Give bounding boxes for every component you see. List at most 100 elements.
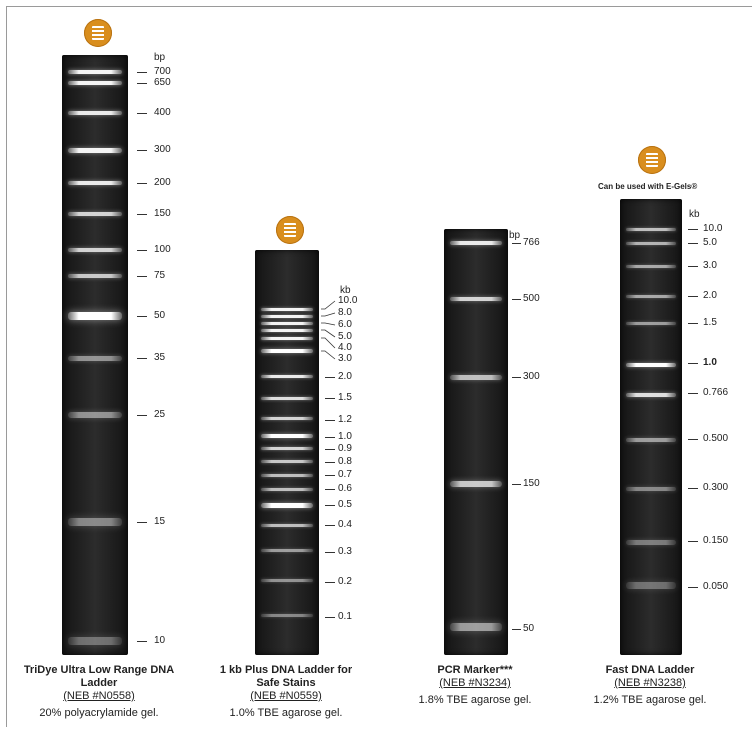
gel-band [68,637,122,645]
gel-lane-pcr [444,229,508,655]
gel-lane-kbplus [255,250,319,655]
gel-band [626,227,676,231]
size-tick [688,587,698,588]
size-tick [137,250,147,251]
size-label: 1.5 [703,317,717,328]
size-label: 0.050 [703,581,729,592]
size-tick [688,323,698,324]
ladder-icon [84,19,112,47]
size-label: 50 [523,623,535,634]
gel-band [626,363,676,367]
gel-band [68,274,122,278]
gel-band [261,321,313,325]
size-label: 1.0 [338,431,352,442]
size-label: 500 [523,293,540,304]
ladder-title: TriDye Ultra Low Range DNA Ladder [23,664,175,689]
gel-band [261,396,313,400]
size-tick [137,150,147,151]
size-tick [325,552,335,553]
size-tick [137,113,147,114]
gel-band [261,349,313,353]
size-label: 0.150 [703,535,729,546]
size-label: 5.0 [703,237,717,248]
size-label: 50 [154,310,166,321]
ladder-title: PCR Marker*** [437,664,513,676]
size-label: 8.0 [338,307,352,318]
size-label: 3.0 [338,353,352,364]
gel-band [261,502,313,508]
gel-band [261,548,313,552]
gel-info: 20% polyacrylamide gel. [39,707,159,719]
size-label: 400 [154,107,171,118]
size-label: 0.4 [338,519,352,530]
gel-band [626,294,676,298]
label-connector [321,322,336,326]
gel-band [261,434,313,438]
size-tick [688,393,698,394]
catalog-number[interactable]: (NEB #N0558) [63,690,135,702]
gel-band [261,374,313,378]
unit-label: kb [689,209,700,220]
unit-label: kb [340,285,351,296]
size-tick [688,296,698,297]
gel-band [68,248,122,252]
gel-band [261,446,313,450]
size-label: 0.9 [338,443,352,454]
size-tick [325,617,335,618]
size-tick [688,363,698,364]
size-tick [137,358,147,359]
size-label: 650 [154,77,171,88]
size-tick [325,582,335,583]
gel-band [261,336,313,340]
gel-band [68,355,122,361]
size-tick [325,377,335,378]
catalog-number[interactable]: (NEB #N0559) [250,690,322,702]
size-label: 0.7 [338,469,352,480]
gel-lane-fast [620,199,682,655]
caption-kbplus: 1 kb Plus DNA Ladder for Safe Stains (NE… [216,664,356,720]
size-label: 300 [523,371,540,382]
size-tick [325,449,335,450]
size-tick [688,266,698,267]
catalog-number[interactable]: (NEB #N3234) [439,677,511,689]
gel-info: 1.2% TBE agarose gel. [593,694,707,706]
gel-info: 1.8% TBE agarose gel. [418,694,532,706]
gel-band [261,473,313,477]
egels-note: Can be used with E-Gels® [598,182,698,191]
gel-band [261,459,313,463]
size-label: 75 [154,270,166,281]
size-tick [137,214,147,215]
size-tick [325,489,335,490]
catalog-number[interactable]: (NEB #N3238) [614,677,686,689]
gel-band [261,314,313,318]
figure-frame [6,6,752,727]
gel-band [626,438,676,442]
unit-label: bp [509,230,521,241]
size-tick [137,522,147,523]
size-tick [137,83,147,84]
size-label: 35 [154,352,166,363]
gel-lane-tridye [62,55,128,655]
gel-band [450,374,502,380]
size-tick [325,420,335,421]
gel-band [261,613,313,617]
gel-band [68,412,122,418]
size-tick [325,505,335,506]
caption-pcr: PCR Marker*** (NEB #N3234) 1.8% TBE agar… [405,664,545,707]
label-connector [321,329,336,338]
ladder-title: 1 kb Plus DNA Ladder for Safe Stains [219,664,353,689]
gel-band [450,297,502,301]
ladder-icon [276,216,304,244]
size-label: 150 [523,478,540,489]
gel-band [68,81,122,85]
gel-band [626,393,676,397]
gel-band [68,147,122,153]
gel-band [261,328,313,332]
size-label: 3.0 [703,260,717,271]
size-tick [512,629,521,630]
size-tick [512,484,521,485]
size-tick [137,415,147,416]
size-tick [137,641,147,642]
gel-band [450,481,502,487]
gel-band [68,111,122,115]
